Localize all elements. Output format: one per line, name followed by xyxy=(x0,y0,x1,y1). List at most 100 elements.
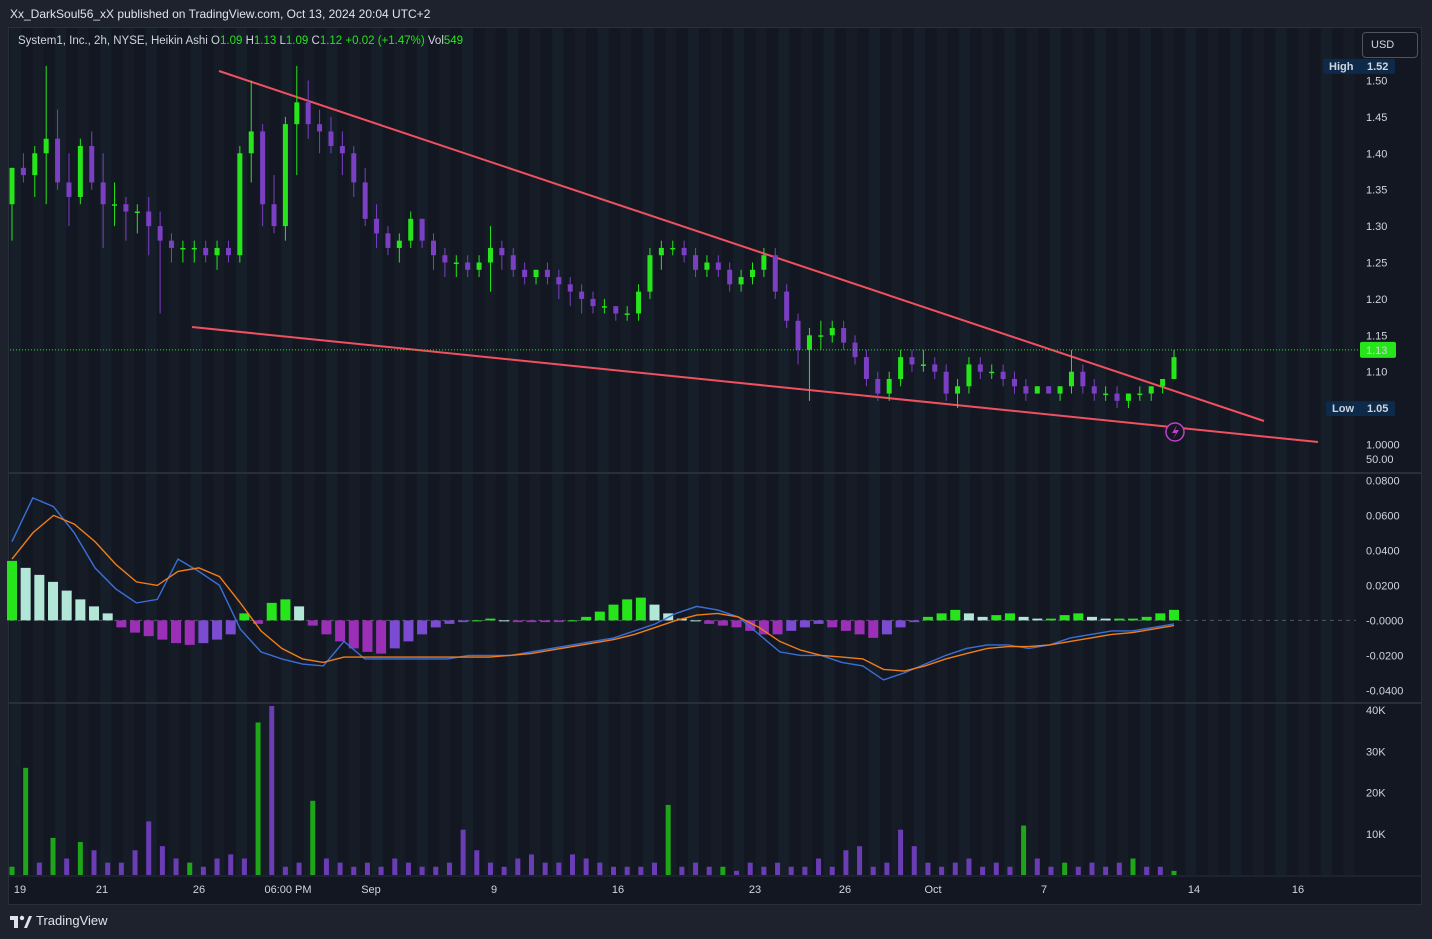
price-axis-tick: 1.20 xyxy=(1366,294,1387,306)
volume-bar xyxy=(843,850,849,875)
session-band xyxy=(439,28,451,875)
macd-pane: 0.0800 0.0600 0.0400 0.0200 -0.0000 -0.0200 -0… xyxy=(7,475,1403,697)
candle-body xyxy=(123,204,129,212)
price-axis-tick: 1.25 xyxy=(1366,258,1387,270)
candle-body xyxy=(408,218,414,241)
candle-body xyxy=(1148,386,1154,394)
macd-histogram-bar xyxy=(485,618,496,621)
footer-brand: TradingView xyxy=(36,913,108,928)
volume-bar xyxy=(501,866,507,875)
candle-body xyxy=(1046,386,1052,394)
candle-body xyxy=(1080,371,1086,387)
candle-body xyxy=(465,262,471,270)
macd-histogram-bar xyxy=(1155,613,1166,621)
candles xyxy=(9,65,1177,409)
session-band xyxy=(846,28,858,875)
volume-bar xyxy=(775,862,781,875)
candle-body xyxy=(43,138,49,154)
macd-histogram-bar xyxy=(198,620,209,644)
session-band xyxy=(145,28,157,875)
volume-bar xyxy=(556,862,562,875)
macd-histogram-bar xyxy=(745,620,756,631)
session-band xyxy=(823,28,835,875)
candle-body xyxy=(66,182,72,197)
volume-bar xyxy=(296,862,302,875)
candle-body xyxy=(886,378,892,394)
macd-histogram-bar xyxy=(89,606,100,621)
volume-bar xyxy=(693,862,699,875)
session-band xyxy=(213,28,225,875)
low-tag-bg xyxy=(1326,401,1395,417)
candle-body xyxy=(784,291,790,321)
session-band xyxy=(326,28,338,875)
legend-open-value: 1.09 xyxy=(220,35,243,47)
currency-button[interactable]: USD xyxy=(1362,32,1418,58)
candle-body xyxy=(214,247,220,256)
candle-body xyxy=(624,313,630,315)
session-band xyxy=(123,28,134,875)
candle-body xyxy=(977,364,983,372)
candle-body xyxy=(1012,378,1018,387)
volume-bar xyxy=(857,846,863,875)
macd-histogram-bar xyxy=(1004,613,1015,621)
macd-histogram-bar xyxy=(1059,615,1070,621)
time-axis-tick: 14 xyxy=(1188,884,1200,896)
session-band xyxy=(236,28,247,875)
time-axis-tick: 9 xyxy=(491,884,497,896)
macd-histogram-bar xyxy=(471,620,482,622)
price-axis-tick: 1.30 xyxy=(1366,221,1387,233)
macd-histogram-bar xyxy=(813,620,824,624)
macd-histogram-bar xyxy=(977,616,988,621)
session-band xyxy=(10,28,21,875)
macd-histogram-bar xyxy=(157,620,168,640)
volume-bar xyxy=(323,858,329,875)
macd-histogram-bar xyxy=(704,620,715,624)
volume-bar xyxy=(269,706,275,875)
macd-histogram-bar xyxy=(895,620,906,628)
volume-bar xyxy=(734,870,740,875)
volume-bar xyxy=(392,858,398,875)
volume-bar xyxy=(9,866,15,875)
candle-body xyxy=(875,378,881,394)
candle-body xyxy=(1171,357,1177,379)
volume-bar xyxy=(720,866,726,875)
volume-bar xyxy=(50,837,56,875)
macd-histogram-bar xyxy=(389,620,400,649)
candle-body xyxy=(738,277,744,285)
macd-histogram-bar xyxy=(499,620,510,622)
volume-bar xyxy=(1034,858,1040,875)
macd-histogram-bar xyxy=(212,620,223,640)
session-band xyxy=(1207,28,1219,875)
session-band xyxy=(1140,28,1151,875)
macd-histogram-bar xyxy=(594,611,605,621)
session-band xyxy=(597,28,609,875)
volume-bar xyxy=(761,866,767,875)
candle-body xyxy=(966,364,972,387)
tradingview-footer[interactable]: TradingView xyxy=(10,913,108,928)
volume-bar xyxy=(638,866,644,875)
price-axis-tick: 1.35 xyxy=(1366,185,1387,197)
candle-body xyxy=(1000,371,1006,379)
candle-body xyxy=(487,247,493,263)
candle-body xyxy=(1137,393,1143,396)
lower-trendline xyxy=(191,326,1319,443)
macd-histogram-bar xyxy=(622,599,633,621)
volume-bar xyxy=(105,862,111,875)
candle-body xyxy=(806,335,812,350)
volume-bar xyxy=(1116,862,1122,875)
high-tag-bg xyxy=(1323,58,1395,74)
candle-body xyxy=(533,269,539,278)
volume-bar xyxy=(77,842,83,875)
macd-histogram-bar xyxy=(1100,618,1111,621)
session-band xyxy=(394,28,406,875)
macd-axis-tick: 0.0200 xyxy=(1366,580,1400,592)
upper-trendline xyxy=(218,70,1265,422)
session-band xyxy=(1072,28,1084,875)
volume-bar xyxy=(1048,866,1054,875)
volume-bar xyxy=(255,722,261,875)
candle-body xyxy=(9,167,15,205)
volume-bar xyxy=(993,862,999,875)
session-band xyxy=(55,28,67,875)
session-band xyxy=(258,28,270,875)
